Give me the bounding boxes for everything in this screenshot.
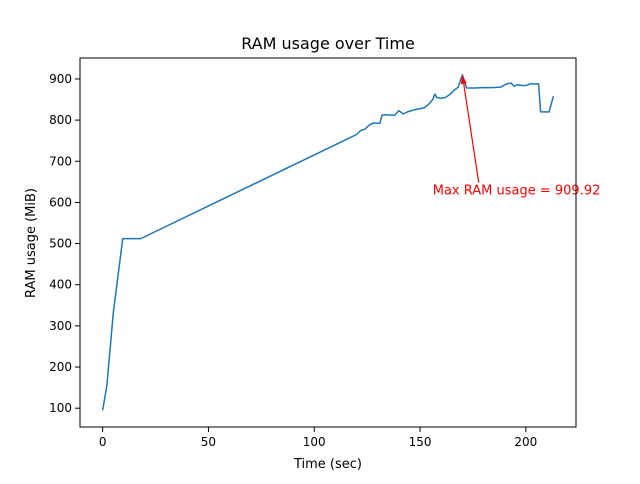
plot-area: Max RAM usage = 909.92 0 50 100 150 200 100 200… [49, 57, 601, 449]
y-tick-label: 500 [49, 237, 72, 251]
annotation-label: Max RAM usage = 909.92 [433, 184, 601, 199]
y-tick-label: 600 [49, 195, 72, 209]
series-line-0 [101, 74, 555, 411]
y-tick-label: 700 [49, 154, 72, 168]
x-tick-label: 150 [409, 435, 432, 449]
y-tick-label: 100 [49, 401, 72, 415]
chart-title: RAM usage over Time [241, 34, 415, 53]
x-axis-label: Time (sec) [293, 457, 362, 472]
annotation-arrow-line [463, 83, 480, 183]
y-tick-label: 300 [49, 319, 72, 333]
y-tick-label: 200 [49, 360, 72, 374]
axes-frame [79, 57, 577, 428]
x-tick-label: 200 [514, 435, 537, 449]
y-tick-label: 900 [49, 72, 72, 86]
x-tick-label: 0 [99, 435, 107, 449]
annotation-arrow-head [460, 74, 467, 85]
y-tick-label: 400 [49, 278, 72, 292]
x-tick-label: 50 [201, 435, 216, 449]
y-tick-label: 800 [49, 113, 72, 127]
y-axis-label: RAM usage (MiB) [24, 188, 39, 298]
x-tick-label: 100 [303, 435, 326, 449]
